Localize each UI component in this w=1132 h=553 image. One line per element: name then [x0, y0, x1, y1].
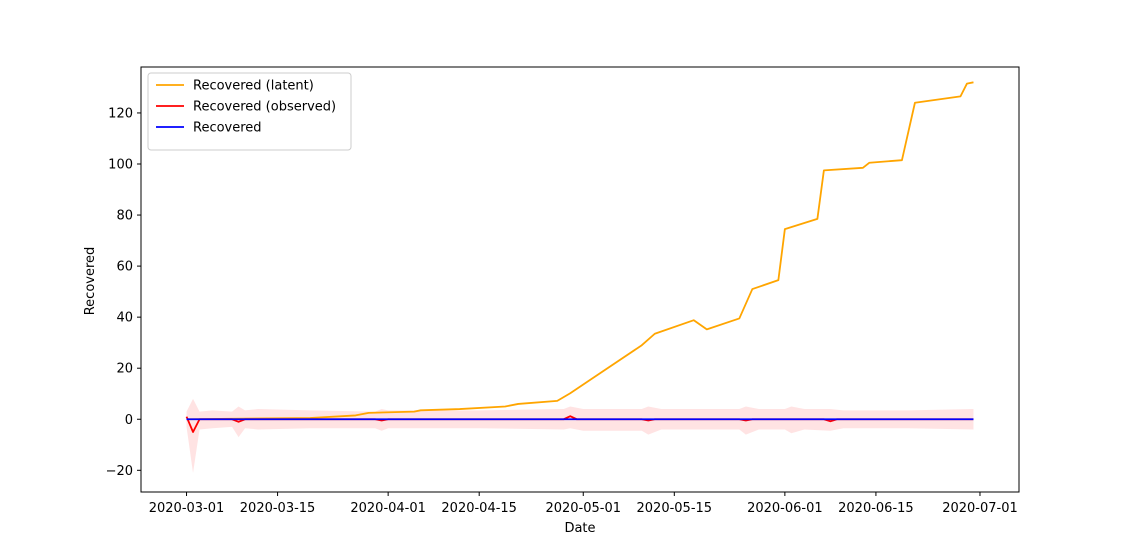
x-tick-label-2: 2020-04-01 [350, 501, 426, 516]
legend-box [147, 72, 352, 151]
legend-label-0: Recovered (latent) [193, 79, 314, 94]
legend-label-1: Recovered (observed) [193, 100, 336, 115]
series-line-0 [186, 81, 974, 421]
y-tick-label-4: 60 [116, 260, 133, 275]
x-tick-label-1: 2020-03-15 [240, 501, 316, 516]
y-axis-ticks: −20 0 20 40 60 80 100 120 [106, 106, 141, 479]
x-tick-label-8: 2020-07-01 [942, 501, 1018, 516]
x-axis-title: Date [564, 521, 595, 536]
series-lines-layer [185, 81, 974, 433]
y-tick-label-6: 100 [108, 157, 133, 172]
y-tick-label-5: 80 [116, 209, 133, 224]
x-tick-label-3: 2020-04-15 [441, 501, 517, 516]
y-tick-label-7: 120 [108, 106, 133, 121]
y-tick-label-2: 20 [116, 362, 133, 377]
x-tick-label-4: 2020-05-01 [545, 501, 621, 516]
plot-frame [140, 66, 1020, 493]
legend-label-2: Recovered [193, 121, 262, 136]
y-tick-label-0: −20 [106, 464, 133, 479]
x-axis-ticks: 2020-03-01 2020-03-15 2020-04-01 2020-04-15… [149, 492, 1018, 516]
x-tick-label-5: 2020-05-15 [637, 501, 713, 516]
x-tick-label-6: 2020-06-01 [747, 501, 823, 516]
x-tick-label-7: 2020-06-15 [838, 501, 914, 516]
y-tick-label-1: 0 [125, 413, 133, 428]
confidence-band [186, 398, 974, 473]
y-tick-label-3: 40 [116, 311, 133, 326]
legend: Recovered (latent) Recovered (observed) Re… [147, 72, 352, 151]
confidence-band-layer [186, 398, 974, 473]
y-axis-title: Recovered [83, 247, 98, 316]
x-tick-label-0: 2020-03-01 [149, 501, 225, 516]
plot-area [140, 66, 1020, 493]
